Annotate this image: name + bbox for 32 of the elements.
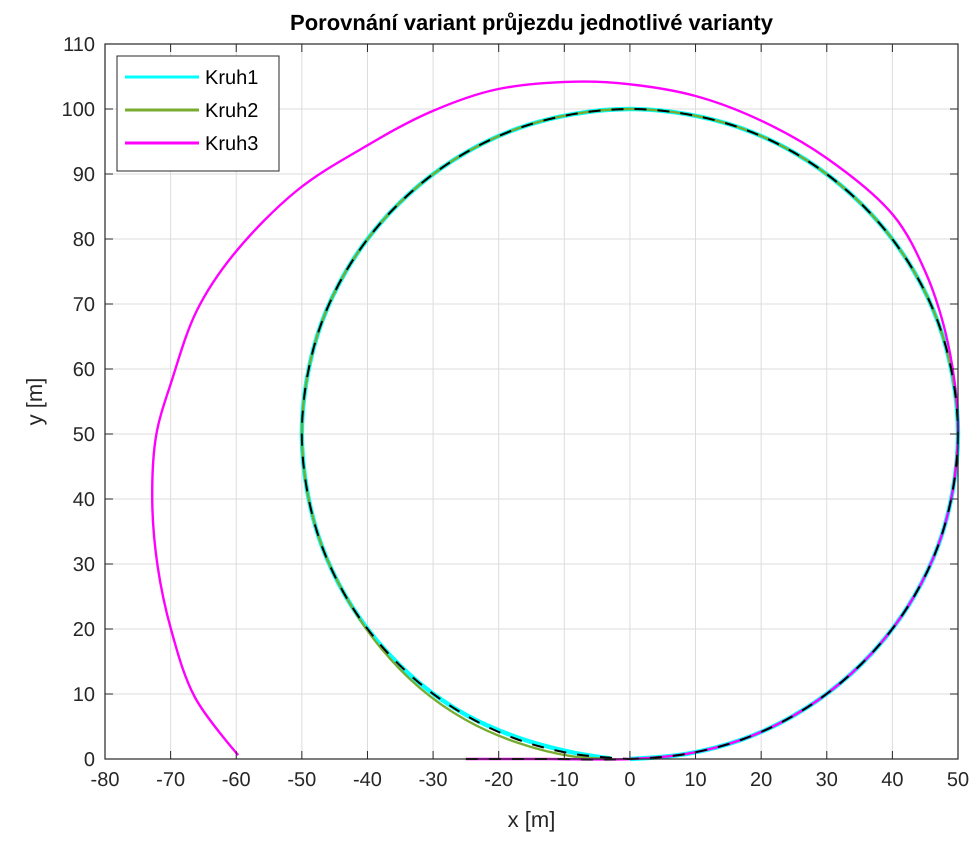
y-tick-label: 20 (72, 619, 95, 641)
legend-label: Kruh1 (205, 67, 258, 89)
y-tick-label: 40 (72, 489, 95, 511)
x-tick-label: -10 (550, 769, 579, 791)
y-tick-label: 90 (72, 164, 95, 186)
x-tick-label: -60 (222, 769, 251, 791)
x-tick-label: 20 (750, 769, 772, 791)
x-tick-label: -50 (287, 769, 316, 791)
y-tick-label: 70 (72, 294, 95, 316)
y-tick-label: 30 (72, 554, 95, 576)
y-tick-label: 80 (72, 229, 95, 251)
x-tick-label: 40 (881, 769, 904, 791)
y-tick-label: 0 (84, 749, 95, 771)
y-axis-title: y [m] (22, 378, 47, 426)
x-tick-label: -20 (484, 769, 514, 791)
y-tick-label: 60 (72, 359, 95, 381)
x-tick-label: -80 (90, 769, 120, 791)
x-tick-label: -70 (156, 769, 186, 791)
y-tick-label: 100 (62, 99, 95, 121)
legend-label: Kruh2 (205, 100, 258, 122)
y-tick-label: 10 (72, 684, 95, 706)
x-tick-label: 30 (816, 769, 838, 791)
x-tick-label: 10 (684, 769, 707, 791)
x-tick-label: -40 (353, 769, 382, 791)
x-tick-label: -30 (418, 769, 448, 791)
legend-label: Kruh3 (205, 133, 258, 155)
x-tick-label: 50 (946, 769, 970, 791)
x-tick-label: 0 (624, 769, 636, 791)
y-tick-label: 110 (63, 34, 95, 56)
y-tick-label: 50 (72, 424, 95, 446)
x-axis-title: x [m] (508, 807, 556, 832)
chart-title: Porovnání variant průjezdu jednotlivé varianty (290, 10, 774, 35)
